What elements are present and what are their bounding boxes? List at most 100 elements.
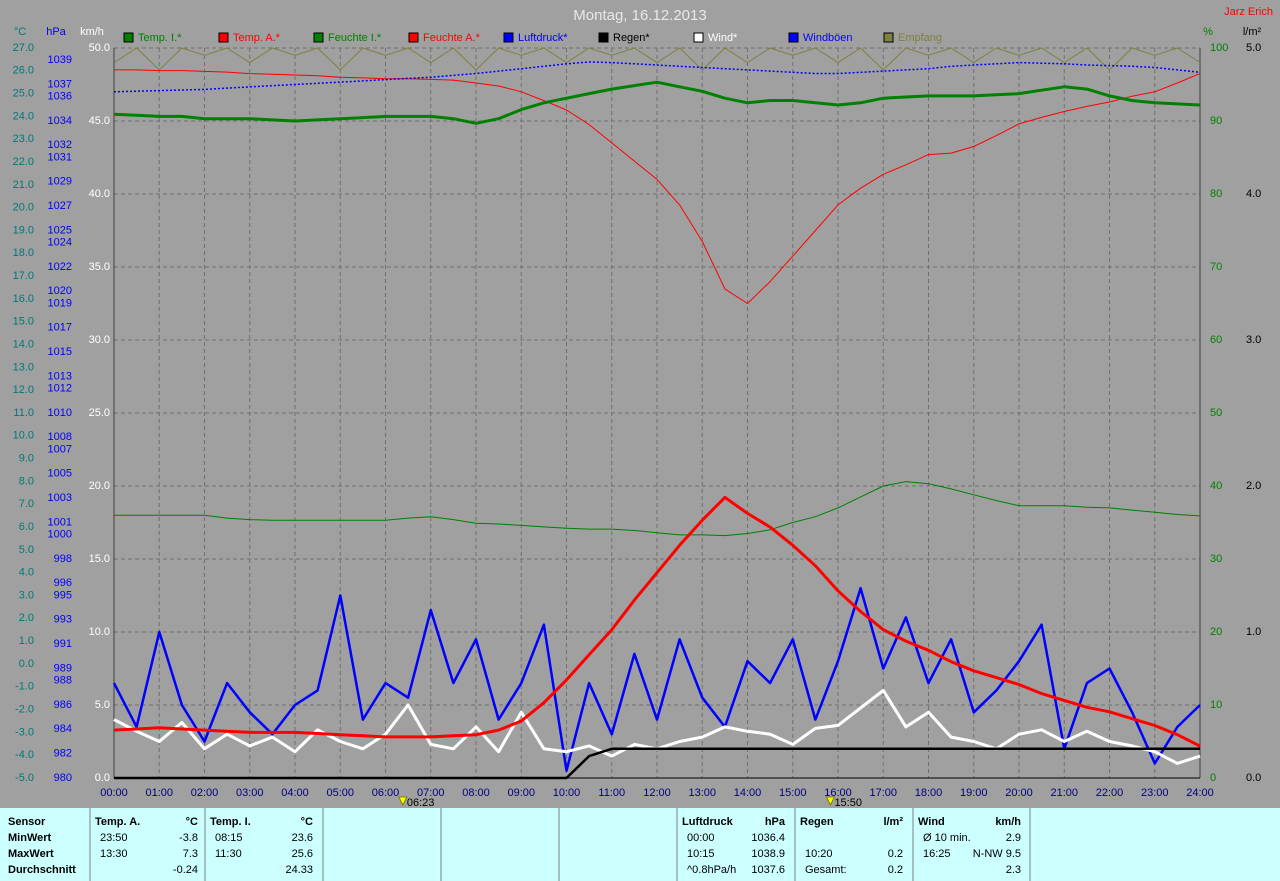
group-unit: l/m² xyxy=(883,816,903,828)
y-tick-label: 1022 xyxy=(48,261,72,273)
axis-unit: °C xyxy=(14,26,26,38)
author: Jarz Erich xyxy=(1224,6,1273,18)
y-tick-label: 13.0 xyxy=(13,361,34,373)
y-tick-label: 1013 xyxy=(48,370,72,382)
y-tick-label: 5.0 xyxy=(19,544,34,556)
y-tick-label: 23.0 xyxy=(13,133,34,145)
y-tick-label: 22.0 xyxy=(13,156,34,168)
summary-table xyxy=(0,808,1280,881)
y-tick-label: 1024 xyxy=(48,237,72,249)
y-tick-label: 0.0 xyxy=(19,658,34,670)
sun-marker xyxy=(825,796,836,807)
x-tick-label: 08:00 xyxy=(462,787,490,799)
chart-title: Montag, 16.12.2013 xyxy=(573,7,706,24)
cell-label: Gesamt: xyxy=(805,864,847,876)
group-name: Temp. A. xyxy=(95,816,140,828)
series-line xyxy=(114,481,1201,537)
y-tick-label: 20 xyxy=(1210,626,1222,638)
y-tick-label: 1005 xyxy=(48,468,72,480)
legend-swatch xyxy=(693,32,704,43)
legend-swatch xyxy=(123,32,134,43)
y-tick-label: 25.0 xyxy=(13,88,34,100)
y-tick-label: 50.0 xyxy=(89,42,110,54)
legend-swatch xyxy=(313,32,324,43)
x-tick-label: 24:00 xyxy=(1186,787,1214,799)
cell-label: 10:15 xyxy=(687,848,715,860)
x-tick-label: 10:00 xyxy=(553,787,581,799)
sun-marker-label: 06:23 xyxy=(407,797,435,809)
group-unit: °C xyxy=(301,816,313,828)
y-tick-label: 1.0 xyxy=(19,635,34,647)
cell-value: 1037.6 xyxy=(751,864,785,876)
axis-unit: hPa xyxy=(46,26,66,38)
x-tick-label: 23:00 xyxy=(1141,787,1169,799)
y-tick-label: 1.0 xyxy=(1246,626,1261,638)
x-tick-label: 06:00 xyxy=(372,787,400,799)
y-tick-label: 1031 xyxy=(48,151,72,163)
y-tick-label: 1000 xyxy=(48,529,72,541)
cell-value: N-NW 9.5 xyxy=(973,848,1021,860)
cell-label: Ø 10 min. xyxy=(923,832,971,844)
y-tick-label: 6.0 xyxy=(19,521,34,533)
y-tick-label: 1039 xyxy=(48,54,72,66)
y-tick-label: 30.0 xyxy=(89,334,110,346)
y-tick-label: -5.0 xyxy=(15,772,34,784)
y-tick-label: 18.0 xyxy=(13,247,34,259)
legend-label: Empfang xyxy=(898,32,942,44)
axis-unit: km/h xyxy=(80,26,104,38)
y-tick-label: 0 xyxy=(1210,772,1216,784)
y-tick-label: 1012 xyxy=(48,383,72,395)
y-tick-label: 90 xyxy=(1210,115,1222,127)
y-tick-label: -4.0 xyxy=(15,749,34,761)
cell-label: ^0.8hPa/h xyxy=(687,864,736,876)
cell-value: 23.6 xyxy=(292,832,313,844)
legend-label: Wind* xyxy=(708,32,738,44)
x-tick-label: 21:00 xyxy=(1050,787,1078,799)
cell-value: 24.33 xyxy=(285,864,313,876)
y-tick-label: 1037 xyxy=(48,78,72,90)
legend-swatch xyxy=(598,32,609,43)
legend-swatch xyxy=(218,32,229,43)
y-tick-label: 0.0 xyxy=(1246,772,1261,784)
cell-label: 08:15 xyxy=(215,832,243,844)
legend-label: Feuchte I.* xyxy=(328,32,382,44)
y-tick-label: 7.0 xyxy=(19,498,34,510)
y-tick-label: 1025 xyxy=(48,224,72,236)
cell-value: 25.6 xyxy=(292,848,313,860)
y-tick-label: 1017 xyxy=(48,322,72,334)
x-tick-label: 15:00 xyxy=(779,787,807,799)
y-tick-label: 1032 xyxy=(48,139,72,151)
cell-label: 11:30 xyxy=(215,848,242,860)
legend-label: Temp. I.* xyxy=(138,32,182,44)
cell-value: 0.2 xyxy=(888,848,903,860)
x-tick-label: 11:00 xyxy=(598,787,625,799)
cell-value: -3.8 xyxy=(179,832,198,844)
y-tick-label: 30 xyxy=(1210,553,1222,565)
y-tick-label: 60 xyxy=(1210,334,1222,346)
x-tick-label: 09:00 xyxy=(507,787,535,799)
x-tick-label: 04:00 xyxy=(281,787,309,799)
row-label: MaxWert xyxy=(8,848,54,860)
x-tick-label: 05:00 xyxy=(326,787,354,799)
cell-value: 0.2 xyxy=(888,864,903,876)
y-tick-label: -3.0 xyxy=(15,726,34,738)
series-line xyxy=(112,586,1201,772)
y-tick-label: 1008 xyxy=(48,431,72,443)
legend-label: Luftdruck* xyxy=(518,32,568,44)
x-tick-label: 12:00 xyxy=(643,787,671,799)
y-tick-label: 984 xyxy=(54,723,72,735)
y-tick-label: 80 xyxy=(1210,188,1222,200)
group-unit: hPa xyxy=(765,816,786,828)
series-line xyxy=(114,747,1200,780)
y-tick-label: 27.0 xyxy=(13,42,34,54)
y-tick-label: 1034 xyxy=(48,115,72,127)
y-tick-label: 26.0 xyxy=(13,65,34,77)
x-tick-label: 17:00 xyxy=(869,787,897,799)
cell-value: 1038.9 xyxy=(751,848,785,860)
y-tick-label: 1001 xyxy=(48,516,72,528)
group-name: Wind xyxy=(918,816,945,828)
y-tick-label: 5.0 xyxy=(1246,42,1261,54)
y-tick-label: 2.0 xyxy=(1246,480,1261,492)
row-label: MinWert xyxy=(8,832,52,844)
y-tick-label: 1003 xyxy=(48,492,72,504)
